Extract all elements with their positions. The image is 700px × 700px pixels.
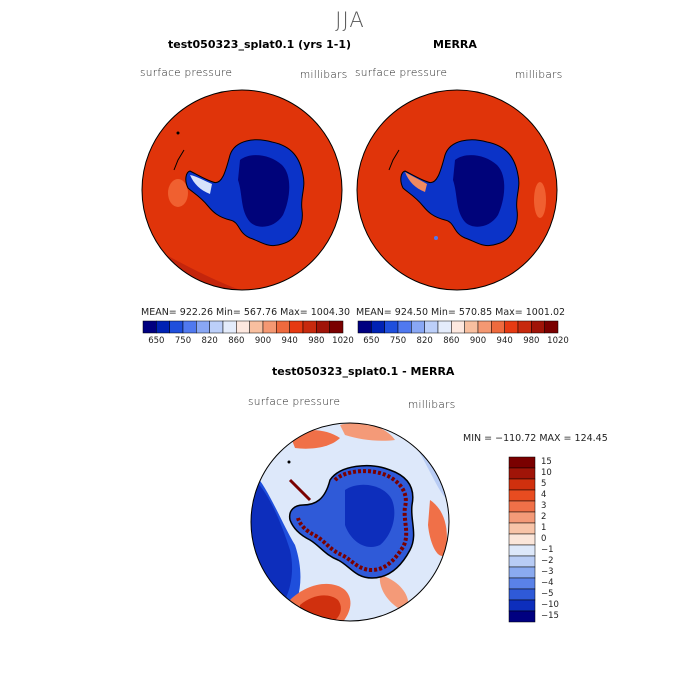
colorbar-swatch — [508, 544, 536, 557]
colorbar-tick-label: 5 — [541, 478, 547, 489]
right-units-label: millibars — [515, 69, 563, 81]
right-colorbar — [357, 320, 559, 334]
colorbar-tick-label: 980 — [308, 336, 325, 346]
colorbar-swatch — [508, 456, 536, 469]
colorbar-tick-label: 750 — [389, 336, 407, 346]
colorbar-swatch — [508, 489, 536, 502]
right-stats: MEAN= 924.50 Min= 570.85 Max= 1001.02 — [356, 307, 566, 318]
colorbar-tick-label: −4 — [541, 577, 554, 588]
colorbar-swatch — [508, 467, 536, 480]
colorbar-tick-label: −5 — [541, 588, 554, 599]
colorbar-tick-label: 860 — [228, 336, 245, 346]
colorbar-tick-label: 940 — [281, 336, 298, 346]
diff-units-label: millibars — [408, 399, 456, 411]
colorbar-tick-label: 940 — [496, 336, 513, 346]
colorbar-swatch — [508, 522, 536, 535]
colorbar-tick-label: 750 — [174, 336, 192, 346]
right-variable-label: surface pressure — [355, 67, 448, 79]
colorbar-tick-label: 980 — [523, 336, 540, 346]
colorbar-swatch — [508, 588, 536, 601]
colorbar-tick-label: 3 — [541, 500, 547, 511]
colorbar-swatch — [508, 511, 536, 524]
colorbar-swatch — [508, 599, 536, 612]
colorbar-swatch — [329, 320, 344, 334]
colorbar-tick-label: −15 — [541, 610, 559, 621]
diff-variable-label: surface pressure — [248, 396, 341, 408]
colorbar-swatch — [544, 320, 559, 334]
colorbar-swatch — [508, 577, 536, 590]
colorbar-tick-label: 2 — [541, 511, 547, 522]
colorbar-tick-label: −1 — [541, 544, 554, 555]
colorbar-tick-label: 4 — [541, 489, 547, 500]
left-colorbar — [142, 320, 344, 334]
left-units-label: millibars — [300, 69, 348, 81]
left-variable-label: surface pressure — [140, 67, 233, 79]
colorbar-tick-label: 0 — [541, 533, 547, 544]
colorbar-tick-label: 1020 — [547, 336, 569, 346]
colorbar-tick-label: 650 — [148, 336, 165, 346]
colorbar-swatch — [508, 566, 536, 579]
colorbar-swatch — [508, 500, 536, 513]
colorbar-tick-label: −10 — [541, 599, 559, 610]
colorbar-tick-label: 900 — [469, 336, 487, 346]
colorbar-tick-label: 820 — [201, 336, 218, 346]
figure-title: JJA — [335, 8, 365, 32]
colorbar-swatch — [508, 533, 536, 546]
left-stats: MEAN= 922.26 Min= 567.76 Max= 1004.30 — [141, 307, 351, 318]
diff-panel-title: test050323_splat0.1 - MERRA — [272, 365, 455, 378]
diff-colorbar — [508, 456, 536, 623]
colorbar-tick-label: 900 — [254, 336, 272, 346]
colorbar-tick-label: 860 — [443, 336, 460, 346]
colorbar-tick-label: 15 — [541, 456, 552, 467]
colorbar-tick-label: 1 — [541, 522, 547, 533]
diff-stats: MIN = −110.72 MAX = 124.45 — [463, 433, 608, 444]
colorbar-tick-label: 1020 — [332, 336, 354, 346]
colorbar-swatch — [508, 478, 536, 491]
colorbar-tick-label: −2 — [541, 555, 554, 566]
colorbar-tick-label: 650 — [363, 336, 380, 346]
colorbar-tick-label: −3 — [541, 566, 554, 577]
colorbar-tick-label: 820 — [416, 336, 433, 346]
colorbar-tick-label: 10 — [541, 467, 552, 478]
colorbar-swatch — [508, 610, 536, 623]
colorbar-swatch — [508, 555, 536, 568]
right-panel-title: MERRA — [433, 38, 477, 51]
left-panel-title: test050323_splat0.1 (yrs 1-1) — [168, 38, 352, 51]
